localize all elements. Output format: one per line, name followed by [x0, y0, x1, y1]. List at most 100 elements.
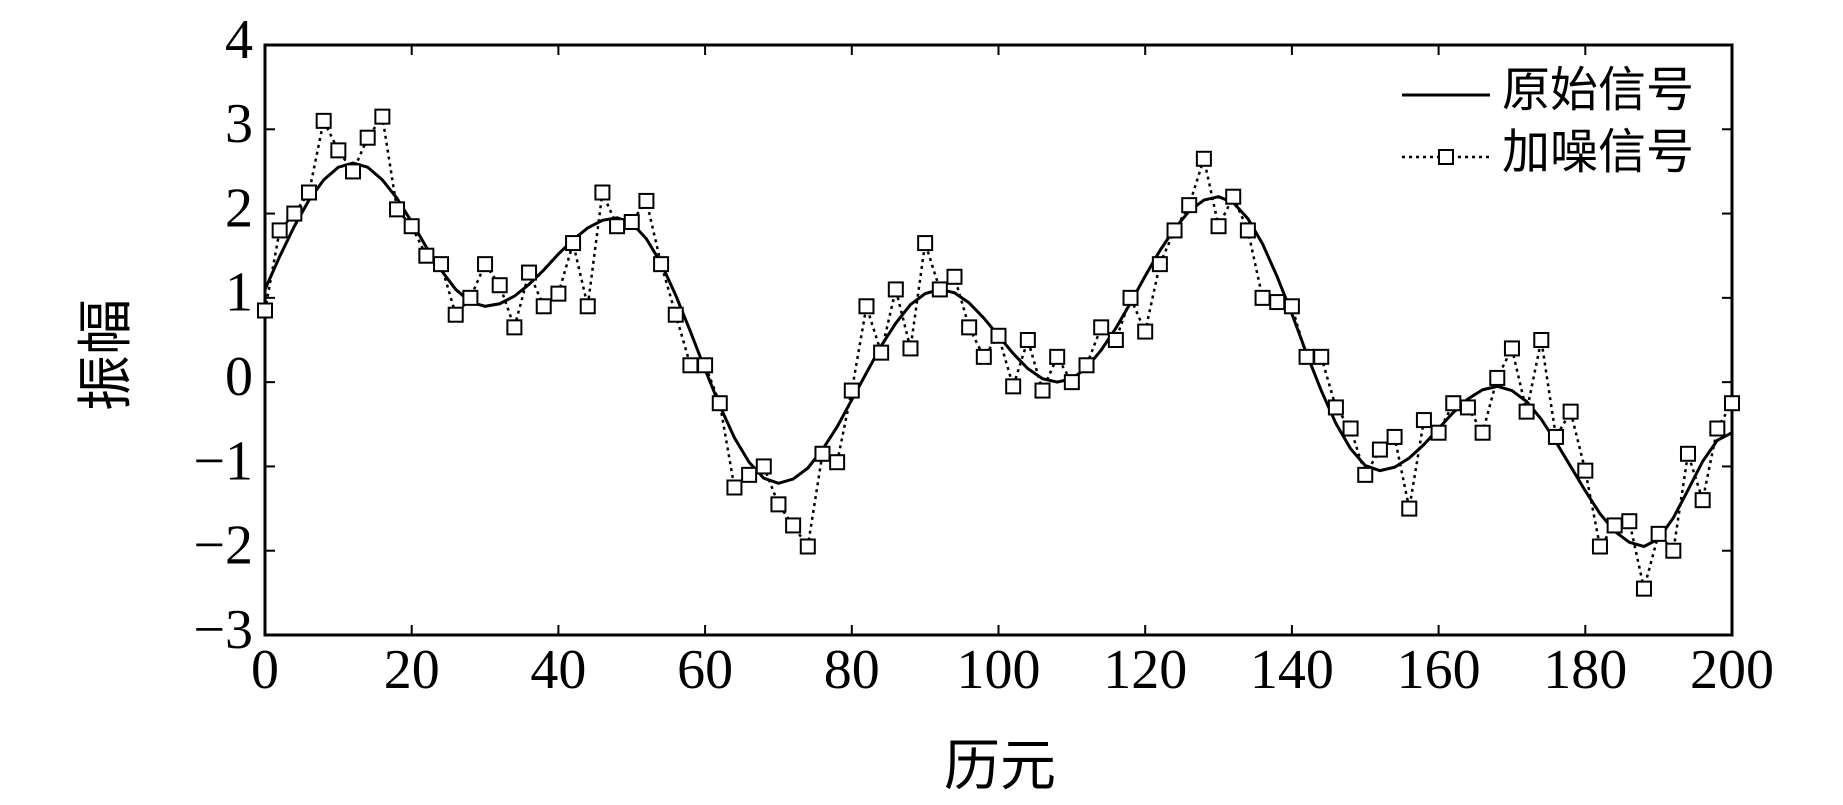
data-point	[1635, 580, 1652, 597]
data-point	[418, 247, 435, 264]
data-point	[1093, 319, 1110, 336]
data-point	[286, 205, 303, 222]
data-point	[1034, 382, 1051, 399]
data-point	[1181, 197, 1198, 214]
y-tick-label: −1	[193, 430, 253, 492]
x-axis-label: 历元	[944, 736, 1056, 798]
data-point	[1357, 466, 1374, 483]
x-tick-label: 120	[1103, 639, 1187, 701]
data-point	[491, 277, 508, 294]
data-point	[535, 298, 552, 315]
data-point	[1650, 525, 1667, 542]
data-point	[726, 479, 743, 496]
x-tick-label: 20	[384, 639, 440, 701]
data-point	[1254, 289, 1271, 306]
data-point	[1562, 403, 1579, 420]
data-point	[1577, 462, 1594, 479]
data-point	[1269, 294, 1286, 311]
data-point	[1694, 492, 1711, 509]
data-point	[653, 256, 670, 273]
data-point	[799, 538, 816, 555]
data-point	[887, 281, 904, 298]
data-point	[1489, 369, 1506, 386]
data-point	[462, 289, 479, 306]
x-tick-label: 200	[1690, 639, 1774, 701]
data-point	[1151, 256, 1168, 273]
data-point	[374, 108, 391, 125]
data-point	[667, 306, 684, 323]
data-point	[1430, 424, 1447, 441]
y-axis-label: 振幅	[76, 299, 138, 411]
data-point	[1298, 348, 1315, 365]
data-point	[1225, 188, 1242, 205]
data-point	[1679, 445, 1696, 462]
data-point	[741, 466, 758, 483]
data-point	[682, 357, 699, 374]
data-point	[594, 184, 611, 201]
data-point	[829, 454, 846, 471]
data-point	[1327, 399, 1344, 416]
data-point	[1724, 395, 1740, 412]
x-tick-label: 140	[1250, 639, 1334, 701]
data-point	[1078, 357, 1095, 374]
data-point	[1547, 428, 1564, 445]
data-point	[873, 344, 890, 361]
data-point	[609, 218, 626, 235]
data-point	[359, 129, 376, 146]
data-point	[1342, 420, 1359, 437]
y-tick-label: 1	[225, 262, 253, 324]
data-point	[330, 142, 347, 159]
y-tick-label: 2	[225, 177, 253, 239]
data-point	[1606, 517, 1623, 534]
data-point	[1445, 395, 1462, 412]
x-tick-label: 40	[530, 639, 586, 701]
data-point	[550, 285, 567, 302]
data-point	[345, 163, 362, 180]
data-point	[579, 298, 596, 315]
plot-frame	[263, 43, 1734, 637]
data-point	[521, 264, 538, 281]
data-point	[403, 218, 420, 235]
data-point	[1621, 513, 1638, 530]
data-point	[1474, 424, 1491, 441]
data-point	[638, 192, 655, 209]
x-tick-label: 160	[1397, 639, 1481, 701]
y-tick-label: 0	[225, 346, 253, 408]
y-tick-label: −3	[193, 599, 253, 661]
data-point	[1107, 332, 1124, 348]
data-point	[711, 395, 728, 412]
data-point	[931, 281, 948, 298]
data-point	[1239, 222, 1256, 239]
data-point	[1665, 542, 1682, 559]
x-tick-label: 0	[251, 639, 279, 701]
data-point	[1283, 298, 1300, 315]
data-point	[1371, 441, 1388, 458]
data-point	[1122, 289, 1139, 306]
x-tick-label: 60	[677, 639, 733, 701]
data-point	[770, 496, 787, 513]
data-point	[697, 357, 714, 374]
data-point	[946, 268, 963, 285]
data-point	[506, 319, 523, 336]
data-point	[447, 306, 464, 323]
data-point	[975, 348, 992, 365]
data-point	[1533, 332, 1550, 348]
x-tick-label: 180	[1543, 639, 1627, 701]
data-point	[1063, 374, 1080, 391]
x-tick-label: 100	[957, 639, 1041, 701]
data-point	[902, 340, 919, 357]
data-point	[1591, 538, 1608, 555]
data-point	[1503, 340, 1520, 357]
data-point	[1049, 348, 1066, 365]
data-point	[565, 235, 582, 252]
data-point	[1005, 378, 1022, 395]
x-tick-label: 80	[824, 639, 880, 701]
data-point	[477, 256, 494, 273]
data-point	[433, 256, 450, 273]
legend-marker	[1438, 149, 1454, 165]
data-point	[1195, 150, 1212, 167]
data-point	[1709, 420, 1726, 437]
data-point	[917, 235, 934, 252]
data-point	[623, 214, 640, 230]
